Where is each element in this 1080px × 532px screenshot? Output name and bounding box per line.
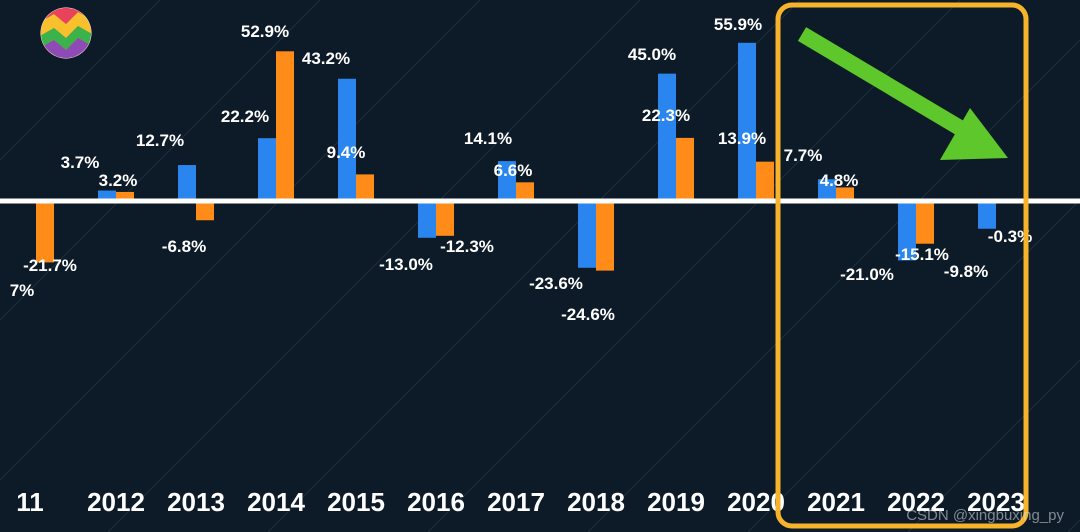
bar-blue-2021: [818, 179, 836, 201]
watermark: CSDN @xingbuxing_py: [906, 507, 1064, 524]
bar-blue-2015: [338, 78, 356, 201]
value-labels: -21.7% 3.7%3.2% 12.7% -6.8% 22.2% 52.9% 43.2% 9…: [10, 15, 1033, 324]
label-blue-2022: -21.0%: [840, 265, 894, 284]
label-blue-2019: 45.0%: [628, 45, 676, 64]
label-orange-2021: 4.8%: [820, 171, 859, 190]
bar-orange-2012: [116, 191, 134, 201]
label-orange-2018: -24.6%: [561, 305, 615, 324]
bar-orange-2017: [516, 182, 534, 201]
label-orange-2011: -21.7%: [23, 256, 77, 275]
x-tick-2019: 2019: [647, 487, 705, 517]
label-blue-2012: 3.7%: [61, 153, 100, 172]
bar-orange-2011: [36, 201, 54, 263]
bars-layer: [36, 42, 1014, 271]
bar-orange-2022: [916, 201, 934, 244]
x-tick-2017: 2017: [487, 487, 545, 517]
label-blue-2016: -13.0%: [379, 255, 433, 274]
label-orange-2020: 13.9%: [718, 129, 766, 148]
label-orange-2017: 6.6%: [494, 161, 533, 180]
x-tick-2014: 2014: [247, 487, 305, 517]
bar-orange-2020: [756, 161, 774, 201]
bar-blue-2023: [978, 201, 996, 229]
x-tick-2023: 2023: [967, 487, 1025, 517]
bar-blue-2019: [658, 73, 676, 201]
bar-orange-2019: [676, 137, 694, 201]
x-tick-2016: 2016: [407, 487, 465, 517]
bar-blue-2012: [98, 190, 116, 201]
label-partial-prev-year: 7%: [10, 281, 35, 300]
label-blue-2023: -9.8%: [944, 262, 988, 281]
label-blue-2017: 14.1%: [464, 129, 512, 148]
x-tick-2012: 2012: [87, 487, 145, 517]
bar-orange-2014: [276, 51, 294, 201]
bar-orange-2016: [436, 201, 454, 236]
bar-blue-2014: [258, 138, 276, 201]
label-orange-2012: 3.2%: [99, 171, 138, 190]
label-orange-2014: 52.9%: [241, 22, 289, 41]
label-blue-2014: 22.2%: [221, 107, 269, 126]
label-blue-2015: 43.2%: [302, 49, 350, 68]
label-orange-2016: -12.3%: [440, 237, 494, 256]
highlight-box-2021-2023: [775, 2, 1029, 529]
bar-blue-2022: [898, 201, 916, 261]
bar-blue-2017: [498, 161, 516, 201]
bar-orange-2018: [596, 201, 614, 271]
x-tick-2015: 2015: [327, 487, 385, 517]
label-orange-2015: 9.4%: [327, 143, 366, 162]
x-tick-2011: 11: [16, 487, 44, 517]
trend-arrow-icon: [797, 27, 1008, 160]
x-tick-2013: 2013: [167, 487, 225, 517]
logo-icon: [40, 7, 92, 59]
label-orange-2023: -0.3%: [988, 227, 1032, 246]
label-blue-2013: 12.7%: [136, 131, 184, 150]
bar-orange-2021: [836, 187, 854, 201]
label-blue-2018: -23.6%: [529, 274, 583, 293]
x-tick-2022: 2022: [887, 487, 945, 517]
label-orange-2013: -6.8%: [162, 237, 206, 256]
bar-blue-2020: [738, 42, 756, 201]
label-orange-2022: -15.1%: [895, 245, 949, 264]
bar-blue-2018: [578, 201, 596, 268]
x-tick-2018: 2018: [567, 487, 625, 517]
x-axis-labels: 11 2012 2013 2014 2015 2016 2017 2018 2019 2020 20…: [16, 487, 1025, 517]
bar-blue-2016: [418, 201, 436, 238]
label-blue-2020: 55.9%: [714, 15, 762, 34]
x-tick-2021: 2021: [807, 487, 865, 517]
bar-orange-2015: [356, 174, 374, 201]
x-tick-2020: 2020: [727, 487, 785, 517]
bar-blue-2013: [178, 165, 196, 201]
bar-orange-2013: [196, 201, 214, 221]
label-orange-2019: 22.3%: [642, 106, 690, 125]
label-blue-2021: 7.7%: [784, 146, 823, 165]
